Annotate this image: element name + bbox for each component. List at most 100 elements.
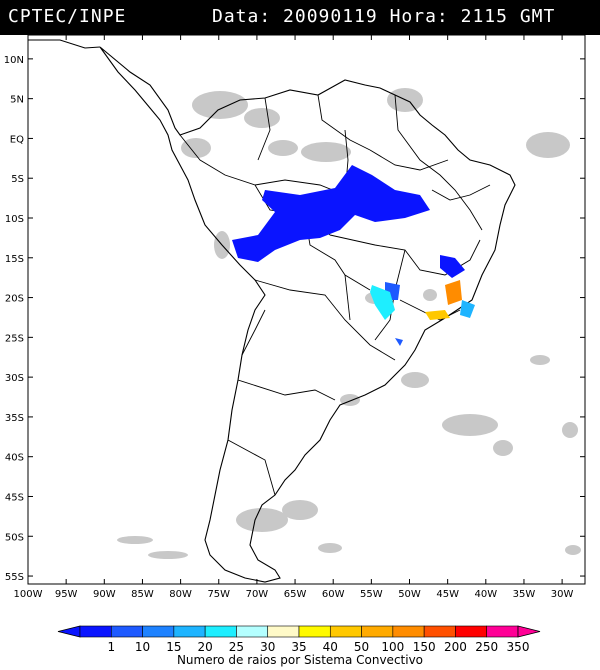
cloud-patch bbox=[117, 536, 153, 544]
colorbar-swatch bbox=[173, 625, 206, 638]
lat-tick-label: EQ bbox=[10, 134, 24, 145]
lat-tick-label: 55S bbox=[5, 572, 24, 583]
cloud-patch bbox=[401, 372, 429, 388]
cloud-cover bbox=[117, 88, 581, 559]
lon-tick-label: 70W bbox=[246, 589, 269, 600]
colorbar-swatch bbox=[236, 625, 269, 638]
border bbox=[394, 94, 483, 231]
timestamp: Data: 20090119 Hora: 2115 GMT bbox=[212, 6, 555, 27]
lat-tick-label: 10S bbox=[5, 214, 24, 225]
colorbar-label: 35 bbox=[291, 640, 306, 654]
border bbox=[237, 379, 336, 401]
lat-tick-label: 20S bbox=[5, 294, 24, 305]
cloud-patch bbox=[423, 289, 437, 301]
colorbar-label: 10 bbox=[135, 640, 150, 654]
lon-tick-label: 30W bbox=[551, 589, 574, 600]
colorbar-swatch bbox=[267, 625, 300, 638]
colorbar-swatch bbox=[392, 625, 425, 638]
cloud-patch bbox=[244, 108, 280, 128]
colorbar-swatch bbox=[455, 625, 488, 638]
lat-tick-label: 15S bbox=[5, 254, 24, 265]
colorbar-swatch bbox=[204, 625, 237, 638]
hour-value: 2115 bbox=[460, 6, 508, 27]
colorbar-swatch bbox=[142, 625, 175, 638]
cloud-patch bbox=[236, 508, 288, 532]
border bbox=[431, 184, 491, 201]
date-label: Data: bbox=[212, 6, 272, 27]
lon-tick-label: 40W bbox=[474, 589, 497, 600]
colorbar-label: 200 bbox=[444, 640, 467, 654]
cloud-patch bbox=[562, 422, 578, 438]
lightning-cluster-blue bbox=[440, 255, 465, 278]
lon-tick-label: 60W bbox=[322, 589, 345, 600]
convective-systems bbox=[232, 165, 475, 346]
cloud-patch bbox=[493, 440, 513, 456]
source-label: CPTEC/INPE bbox=[8, 6, 127, 27]
colorbar-label: 40 bbox=[323, 640, 338, 654]
lightning-cluster-cyan bbox=[370, 285, 395, 320]
lat-tick-label: 30S bbox=[5, 373, 24, 384]
lon-tick-label: 90W bbox=[93, 589, 116, 600]
colorbar-title: Numero de raios por Sistema Convectivo bbox=[176, 653, 424, 667]
lon-tick-label: 100W bbox=[14, 589, 43, 600]
lightning-cluster-yellow bbox=[425, 310, 450, 320]
colorbar-label: 1 bbox=[107, 640, 115, 654]
lat-tick-label: 5S bbox=[11, 174, 24, 185]
lon-tick-label: 85W bbox=[131, 589, 154, 600]
colorbar: 1 10 15 20 25 30 35 40 50 100 150 200 250 350 bbox=[57, 625, 541, 654]
continent-outline bbox=[28, 39, 516, 583]
colorbar-label: 25 bbox=[229, 640, 244, 654]
lon-tick-label: 55W bbox=[360, 589, 383, 600]
lon-tick-label: 95W bbox=[55, 589, 78, 600]
cloud-patch bbox=[148, 551, 188, 559]
lightning-cluster-orange bbox=[445, 280, 462, 305]
colorbar-swatch bbox=[298, 625, 331, 638]
colorbar-label: 150 bbox=[413, 640, 436, 654]
lat-tick-label: 5N bbox=[10, 95, 24, 106]
lat-tick-label: 10N bbox=[4, 55, 24, 66]
map-background bbox=[28, 35, 585, 584]
colorbar-swatch bbox=[486, 625, 519, 638]
cloud-patch bbox=[530, 355, 550, 365]
lat-tick-label: 50S bbox=[5, 532, 24, 543]
colorbar-label: 20 bbox=[198, 640, 213, 654]
lat-tick-label: 45S bbox=[5, 492, 24, 503]
cloud-patch bbox=[526, 132, 570, 158]
date-value: 20090119 bbox=[283, 6, 378, 27]
yucatan-coast bbox=[28, 39, 101, 49]
cloud-patch bbox=[268, 140, 298, 156]
border bbox=[329, 234, 481, 276]
longitude-axis: 100W 95W 90W 85W 80W 75W 70W 65W 60W 55W 50W 45W 40W… bbox=[14, 35, 574, 600]
south-america-coast bbox=[99, 46, 516, 583]
colorbar-swatch bbox=[423, 625, 456, 638]
lon-tick-label: 80W bbox=[169, 589, 192, 600]
colorbar-label: 30 bbox=[260, 640, 275, 654]
lon-tick-label: 35W bbox=[513, 589, 536, 600]
lat-tick-label: 40S bbox=[5, 453, 24, 464]
cloud-patch bbox=[442, 414, 498, 436]
border bbox=[257, 97, 271, 161]
lightning-cluster-teal bbox=[460, 300, 475, 318]
colorbar-label: 100 bbox=[381, 640, 404, 654]
map-frame bbox=[27, 34, 586, 585]
colorbar-arrow-left bbox=[57, 625, 81, 638]
lon-tick-label: 50W bbox=[398, 589, 421, 600]
colorbar-label: 15 bbox=[166, 640, 181, 654]
cloud-patch bbox=[282, 500, 318, 520]
cloud-patch bbox=[301, 142, 351, 162]
colorbar-label: 50 bbox=[354, 640, 369, 654]
lon-tick-label: 75W bbox=[207, 589, 230, 600]
border bbox=[344, 274, 351, 321]
title-bar: CPTEC/INPE Data: 20090119 Hora: 2115 GMT bbox=[0, 0, 600, 35]
latitude-axis: 10N 5N EQ 5S 10S 15S 20S 25S 30S 35S 40S 45S 50S 55S bbox=[4, 55, 585, 583]
colorbar-swatch bbox=[361, 625, 394, 638]
cloud-patch bbox=[565, 545, 581, 555]
timezone: GMT bbox=[519, 6, 556, 27]
colorbar-label: 250 bbox=[475, 640, 498, 654]
colorbar-label: 350 bbox=[507, 640, 530, 654]
cloud-patch bbox=[181, 138, 211, 158]
lightning-cluster-blue bbox=[232, 165, 430, 262]
cloud-patch bbox=[318, 543, 342, 553]
border bbox=[369, 149, 449, 171]
